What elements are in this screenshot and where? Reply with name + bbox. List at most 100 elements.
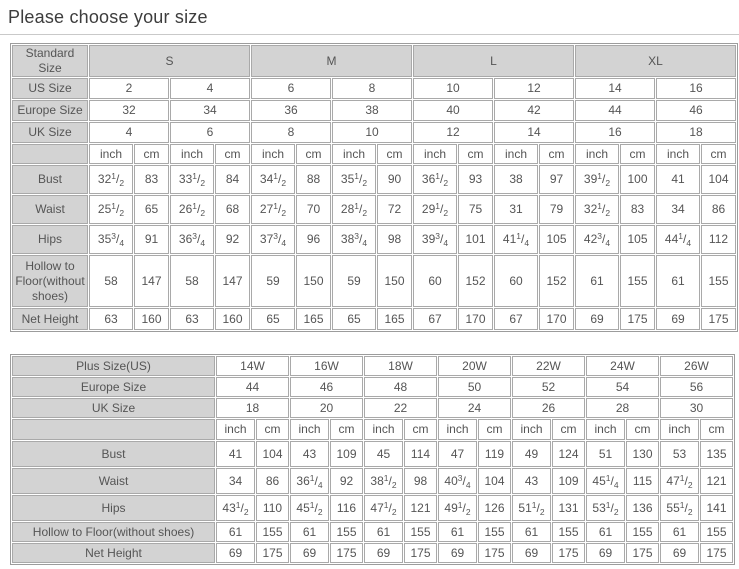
value-cell: 135	[700, 441, 733, 467]
value-cell: 84	[215, 165, 250, 194]
unit-cell: cm	[404, 419, 437, 440]
value-cell: 147	[134, 255, 169, 307]
value-cell: 175	[404, 543, 437, 563]
value-cell: 155	[256, 522, 289, 542]
value-cell: 155	[478, 522, 511, 542]
value-cell: 112	[701, 225, 736, 254]
value-cell: 170	[458, 308, 493, 330]
table-row: Bust 321/2 83 331/2 84 341/2 88 351/2 90 361/2 93 3…	[12, 165, 736, 194]
value-cell: 423/4	[575, 225, 619, 254]
value-cell: 58	[89, 255, 133, 307]
value-cell: 175	[478, 543, 511, 563]
unit-cell: cm	[539, 144, 574, 164]
unit-cell: inch	[89, 144, 133, 164]
value-cell: 61	[586, 522, 625, 542]
value-cell: 10	[332, 122, 412, 143]
value-cell: 105	[539, 225, 574, 254]
value-cell: 61	[438, 522, 477, 542]
value-cell: 109	[330, 441, 363, 467]
value-cell: 10	[413, 78, 493, 99]
unit-cell: inch	[332, 144, 376, 164]
row-label: Hollow to Floor(without shoes)	[12, 255, 88, 307]
unit-cell: cm	[377, 144, 412, 164]
value-cell: 175	[256, 543, 289, 563]
value-cell: 175	[701, 308, 736, 330]
table-row: Bust 41 104 43 109 45 114 47 119 49 124 51 130 53 135	[12, 441, 733, 467]
table-row: Hips 431/2 110 451/2 116 471/2 121 491/2 126 511/…	[12, 495, 733, 521]
table-row: Hollow to Floor(without shoes) 61 155 61 155…	[12, 522, 733, 542]
value-cell: 8	[251, 122, 331, 143]
value-cell: S	[89, 45, 250, 77]
value-cell: 175	[700, 543, 733, 563]
table-row: Europe Size 32 34 36 38 40 42 44 46	[12, 100, 736, 121]
value-cell: 24	[438, 398, 511, 418]
value-cell: 44	[575, 100, 655, 121]
value-cell: 155	[626, 522, 659, 542]
value-cell: 175	[620, 308, 655, 330]
value-cell: 16	[575, 122, 655, 143]
value-cell: 32	[89, 100, 169, 121]
value-cell: 97	[539, 165, 574, 194]
unit-cell: cm	[701, 144, 736, 164]
value-cell: 49	[512, 441, 551, 467]
value-cell: 165	[377, 308, 412, 330]
value-cell: 38	[332, 100, 412, 121]
value-cell: 22W	[512, 356, 585, 376]
value-cell: 16W	[290, 356, 363, 376]
value-cell: 393/4	[413, 225, 457, 254]
value-cell: 281/2	[332, 195, 376, 224]
page-title: Please choose your size	[8, 7, 208, 27]
value-cell: 45	[364, 441, 403, 467]
value-cell: 155	[700, 522, 733, 542]
value-cell: 14	[494, 122, 574, 143]
value-cell: 69	[656, 308, 700, 330]
value-cell: 20W	[438, 356, 511, 376]
unit-cell: inch	[494, 144, 538, 164]
value-cell: 471/2	[660, 468, 699, 494]
value-cell: 83	[134, 165, 169, 194]
value-cell: 69	[290, 543, 329, 563]
title-divider	[0, 34, 739, 35]
value-cell: 110	[256, 495, 289, 521]
value-cell: 69	[586, 543, 625, 563]
value-cell: 93	[458, 165, 493, 194]
value-cell: 46	[290, 377, 363, 397]
table-row: inch cm inch cm inch cm inch cm inch cm inch cm inch…	[12, 144, 736, 164]
value-cell: 43	[512, 468, 551, 494]
value-cell: 251/2	[89, 195, 133, 224]
unit-cell: cm	[458, 144, 493, 164]
value-cell: 353/4	[89, 225, 133, 254]
value-cell: 441/4	[656, 225, 700, 254]
value-cell: 20	[290, 398, 363, 418]
value-cell: 150	[377, 255, 412, 307]
value-cell: 451/2	[290, 495, 329, 521]
value-cell: 41	[656, 165, 700, 194]
value-cell: 104	[478, 468, 511, 494]
value-cell: 46	[656, 100, 736, 121]
value-cell: 351/2	[332, 165, 376, 194]
row-label: Hips	[12, 225, 88, 254]
value-cell: 72	[377, 195, 412, 224]
value-cell: 26W	[660, 356, 733, 376]
value-cell: 6	[170, 122, 250, 143]
value-cell: 41	[216, 441, 255, 467]
value-cell: 14W	[216, 356, 289, 376]
value-cell: 34	[656, 195, 700, 224]
value-cell: 12	[413, 122, 493, 143]
value-cell: 431/2	[216, 495, 255, 521]
unit-cell: cm	[256, 419, 289, 440]
value-cell: 105	[620, 225, 655, 254]
unit-cell: inch	[512, 419, 551, 440]
value-cell: 50	[438, 377, 511, 397]
table-row: UK Size 18 20 22 24 26 28 30	[12, 398, 733, 418]
value-cell: 47	[438, 441, 477, 467]
value-cell: 65	[332, 308, 376, 330]
table-row: Waist 251/2 65 261/2 68 271/2 70 281/2 72 291/2 75…	[12, 195, 736, 224]
value-cell: 101	[458, 225, 493, 254]
value-cell: 61	[216, 522, 255, 542]
value-cell: 54	[586, 377, 659, 397]
unit-cell: cm	[134, 144, 169, 164]
value-cell: 2	[89, 78, 169, 99]
value-cell: 175	[330, 543, 363, 563]
table-row: Hips 353/4 91 363/4 92 373/4 96 383/4 98 393/4 101…	[12, 225, 736, 254]
